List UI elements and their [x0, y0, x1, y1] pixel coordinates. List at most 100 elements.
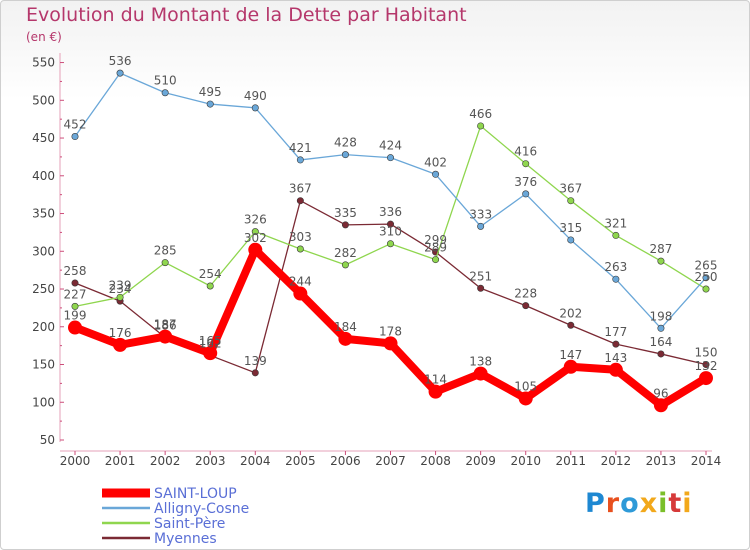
data-labels-layer: 258 234 186 162 139 367 335 336 299 251 228 202 177 1… — [64, 54, 718, 400]
chart-title: Evolution du Montant de la Dette par Hab… — [26, 4, 467, 26]
x-tick-label: 2010 — [510, 454, 541, 468]
data-label: 164 — [649, 335, 672, 349]
data-point — [251, 369, 259, 377]
y-tick-label: 200 — [32, 320, 55, 334]
data-point — [338, 331, 353, 346]
data-label: 138 — [469, 355, 492, 369]
data-label: 132 — [695, 359, 718, 373]
data-point — [657, 324, 665, 332]
data-label: 265 — [695, 259, 718, 273]
data-label: 178 — [379, 324, 402, 338]
data-point — [657, 350, 665, 358]
axes: 50 100 150 200 250 300 350 400 450 500 550 2000 2001… — [32, 53, 721, 468]
x-tick-label: 2006 — [330, 454, 361, 468]
data-label: 402 — [424, 155, 447, 169]
data-point — [432, 170, 440, 178]
data-point — [71, 133, 79, 141]
data-point — [477, 222, 485, 230]
data-label: 239 — [109, 278, 132, 292]
data-point — [341, 261, 349, 269]
data-label: 285 — [154, 244, 177, 258]
data-point — [116, 293, 124, 301]
logo-letter: i — [658, 488, 669, 519]
data-label: 326 — [244, 213, 267, 227]
x-tick-label: 2014 — [691, 454, 722, 468]
data-label: 177 — [604, 325, 627, 339]
data-label: 199 — [64, 309, 87, 323]
data-point — [567, 236, 575, 244]
data-label: 184 — [334, 320, 357, 334]
data-point — [203, 346, 218, 361]
data-label: 287 — [649, 242, 672, 256]
x-tick-label: 2009 — [465, 454, 496, 468]
data-label: 105 — [514, 379, 537, 393]
data-point — [383, 336, 398, 351]
data-point — [612, 340, 620, 348]
data-label: 367 — [559, 182, 582, 196]
data-point — [296, 197, 304, 205]
data-label: 198 — [649, 309, 672, 323]
data-label: 251 — [469, 269, 492, 283]
data-point — [386, 240, 394, 248]
y-tick-label: 450 — [32, 131, 55, 145]
legend-label: SAINT-LOUP — [154, 486, 237, 502]
data-label: 315 — [559, 221, 582, 235]
data-label: 147 — [559, 348, 582, 362]
data-point — [161, 89, 169, 97]
x-tick-label: 2000 — [60, 454, 91, 468]
data-label: 490 — [244, 89, 267, 103]
chart-subtitle: (en €) — [26, 30, 62, 44]
data-label: 254 — [199, 267, 222, 281]
data-label: 227 — [64, 287, 87, 301]
data-point — [386, 220, 394, 228]
data-label: 333 — [469, 207, 492, 221]
series-line-alligny-cosne — [74, 72, 707, 329]
proxiti-logo: Proxiti — [585, 488, 693, 519]
data-point — [522, 160, 530, 168]
legend-label: Myennes — [154, 531, 217, 547]
data-label: 495 — [199, 85, 222, 99]
data-label: 336 — [379, 205, 402, 219]
data-label: 143 — [604, 351, 627, 365]
data-point — [477, 122, 485, 130]
data-label: 376 — [514, 175, 537, 189]
data-point — [71, 279, 79, 287]
data-point — [702, 285, 710, 293]
data-point — [296, 245, 304, 253]
data-point — [251, 228, 259, 236]
y-tick-label: 50 — [40, 433, 55, 447]
data-point — [612, 231, 620, 239]
data-point — [702, 361, 710, 369]
x-tick-label: 2001 — [105, 454, 136, 468]
x-tick-label: 2012 — [601, 454, 632, 468]
data-label: 428 — [334, 136, 357, 150]
data-label: 250 — [695, 270, 718, 284]
data-label: 228 — [514, 287, 537, 301]
data-label: 299 — [424, 233, 447, 247]
x-tick-label: 2005 — [285, 454, 316, 468]
data-point — [116, 69, 124, 77]
data-label: 424 — [379, 139, 402, 153]
data-point — [473, 366, 488, 381]
x-tick-label: 2007 — [375, 454, 406, 468]
data-point — [653, 398, 668, 413]
data-point — [567, 321, 575, 329]
y-tick-label: 400 — [32, 169, 55, 183]
legend-label: Saint-Père — [154, 516, 225, 532]
data-label: 162 — [199, 336, 222, 350]
data-label: 263 — [604, 260, 627, 274]
data-label: 302 — [244, 231, 267, 245]
data-label: 96 — [653, 386, 668, 400]
x-tick-label: 2011 — [556, 454, 587, 468]
data-point — [341, 221, 349, 229]
x-tick-label: 2008 — [420, 454, 451, 468]
data-label: 186 — [154, 318, 177, 332]
data-point — [522, 302, 530, 310]
data-point — [161, 259, 169, 267]
data-point — [428, 384, 443, 399]
y-tick-label: 550 — [32, 56, 55, 70]
data-point — [68, 320, 82, 335]
data-point — [206, 282, 214, 290]
